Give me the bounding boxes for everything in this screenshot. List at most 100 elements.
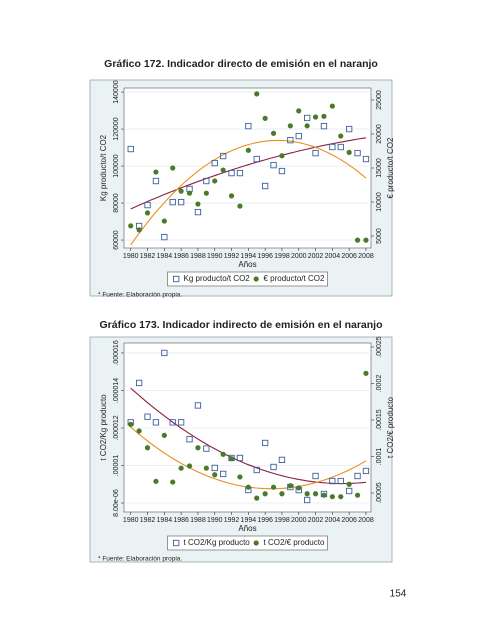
data-point <box>220 167 226 173</box>
data-point <box>270 484 277 490</box>
data-point <box>178 188 184 194</box>
data-point <box>363 370 369 376</box>
x-tick-label: 1982 <box>140 517 156 524</box>
data-point <box>153 478 159 484</box>
x-axis-title: Años <box>238 524 256 533</box>
x-tick-label: 1994 <box>241 253 257 260</box>
x-tick-label: 1980 <box>123 517 139 524</box>
y-axis-title: t CO2/Kg producto <box>99 394 108 461</box>
data-point <box>346 149 352 155</box>
y-tick-label: .000016 <box>113 340 120 365</box>
x-tick-label: 2004 <box>325 253 341 260</box>
x-tick-label: 2000 <box>291 253 307 260</box>
data-point <box>219 470 227 478</box>
x-tick-label: 2000 <box>291 517 307 524</box>
y-tick-label: .000012 <box>113 415 120 440</box>
data-point <box>354 472 361 480</box>
y-tick-label: 8.00e-06 <box>113 489 120 517</box>
data-point <box>329 143 336 151</box>
legend-label: t CO2/Kg producto <box>184 538 251 547</box>
data-point <box>203 445 210 452</box>
data-point <box>219 152 227 160</box>
x-tick-label: 1992 <box>224 253 240 260</box>
data-point <box>312 114 319 120</box>
data-point <box>253 466 260 474</box>
data-point <box>236 169 244 177</box>
x-tick-label: 1982 <box>140 253 156 260</box>
data-point <box>228 169 235 177</box>
data-point <box>144 201 151 209</box>
y2-tick-label: .00005 <box>376 482 383 504</box>
chart-note: * Fuente: Elaboración propia. <box>98 556 182 563</box>
data-point <box>144 210 151 216</box>
data-point <box>254 495 260 501</box>
x-tick-label: 1986 <box>173 517 189 524</box>
plot-area <box>123 87 372 249</box>
data-point <box>169 419 176 426</box>
x-tick-label: 1980 <box>123 253 139 260</box>
data-point <box>362 467 370 475</box>
data-point <box>228 456 235 462</box>
data-point <box>237 474 243 480</box>
data-point <box>303 496 311 504</box>
y-tick-label: .000014 <box>113 378 120 403</box>
data-point <box>279 491 285 497</box>
y2-tick-label: 5000 <box>376 228 383 244</box>
data-point <box>128 223 134 229</box>
data-point <box>203 190 209 196</box>
data-point <box>228 193 235 199</box>
data-point <box>262 115 268 121</box>
data-point <box>278 456 286 464</box>
data-point <box>153 169 159 175</box>
y2-tick-label: 15000 <box>376 158 383 178</box>
x-tick-label: 1988 <box>190 253 206 260</box>
data-point <box>321 492 327 498</box>
data-point <box>279 153 285 159</box>
data-point <box>152 419 160 426</box>
legend-marker <box>173 275 180 283</box>
data-point <box>287 137 294 144</box>
data-point <box>161 432 167 438</box>
x-tick-label: 1984 <box>157 517 173 524</box>
y2-axis-title: t CO2/€ producto <box>386 396 395 457</box>
data-point <box>320 122 328 130</box>
fit-line <box>130 137 367 210</box>
data-point <box>236 454 244 462</box>
data-point <box>287 123 293 129</box>
legend-box <box>167 535 328 551</box>
x-tick-label: 2008 <box>358 517 374 524</box>
data-point <box>329 494 335 500</box>
data-point <box>337 143 344 151</box>
chart-caption: Gráfico 173. Indicador indirecto de emis… <box>100 319 383 331</box>
y2-tick-label: .00025 <box>376 336 383 358</box>
chart-note: * Fuente: Elaboración propia. <box>98 292 182 299</box>
data-point <box>195 445 201 451</box>
data-point <box>346 125 353 133</box>
data-point <box>212 472 218 478</box>
y-tick-label: 60000 <box>113 230 120 250</box>
data-point <box>186 463 193 469</box>
page-number: 154 <box>390 589 407 600</box>
x-tick-label: 1994 <box>241 517 257 524</box>
x-axis-title: Años <box>238 260 256 269</box>
data-point <box>295 132 302 140</box>
x-tick-label: 2004 <box>325 517 341 524</box>
data-point <box>186 436 193 443</box>
data-point <box>178 465 184 471</box>
fit-line <box>130 139 367 246</box>
y-tick-label: 140000 <box>113 80 120 103</box>
x-tick-label: 2008 <box>358 253 374 260</box>
data-point <box>194 208 202 216</box>
y2-tick-label: .0001 <box>376 448 383 466</box>
data-point <box>346 487 353 495</box>
data-point <box>128 421 134 427</box>
data-point <box>261 439 269 447</box>
data-point <box>329 477 336 485</box>
data-point <box>144 445 151 451</box>
x-tick-label: 2002 <box>308 253 324 260</box>
y2-tick-label: 25000 <box>376 90 383 110</box>
data-point <box>211 159 218 167</box>
data-point <box>203 177 210 185</box>
data-point <box>270 130 277 136</box>
